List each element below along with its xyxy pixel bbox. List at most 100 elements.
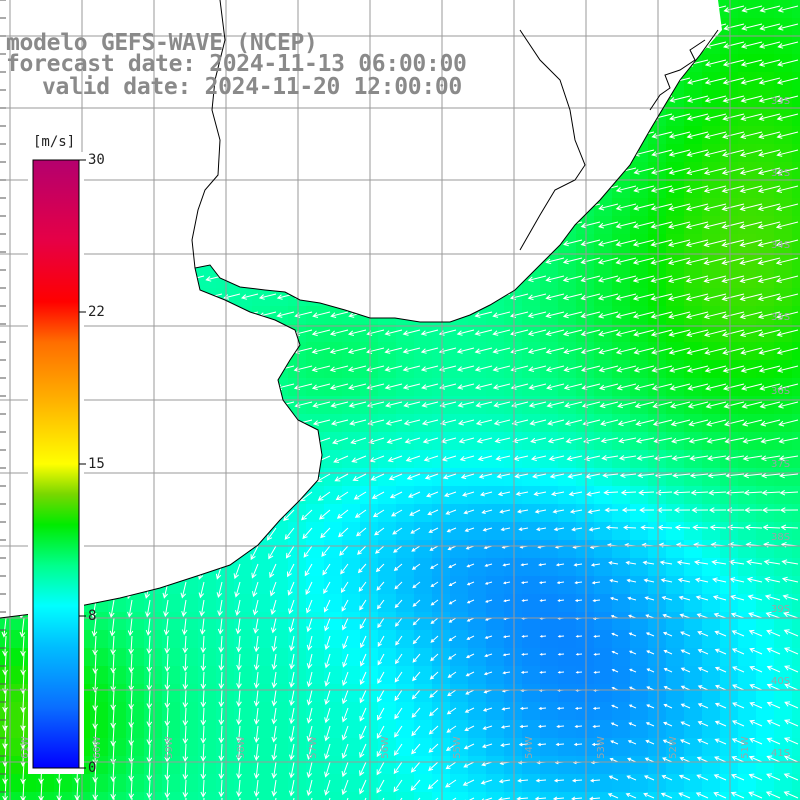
wind-arrow [311, 347, 331, 355]
wind-arrow [758, 329, 781, 337]
wind-arrow [527, 329, 547, 337]
wind-arrow [628, 632, 637, 637]
wind-arrow [412, 635, 421, 645]
lon-label-61w: 61W [19, 736, 31, 759]
wind-arrow [741, 5, 763, 13]
wind-arrow [713, 774, 727, 781]
wind-arrow [545, 257, 565, 265]
wind-arrow [474, 329, 493, 336]
wind-arrow [618, 437, 637, 444]
wind-arrow [182, 635, 189, 654]
wind-arrow [766, 683, 781, 691]
wind-arrow [92, 653, 99, 675]
wind-arrow [447, 653, 457, 660]
wind-arrow [776, 95, 799, 103]
wind-arrow [128, 725, 135, 746]
wind-arrow [669, 113, 691, 121]
wind-arrow [778, 455, 799, 461]
wind-arrow [2, 707, 8, 732]
wind-arrow [342, 617, 349, 631]
wind-arrow [679, 757, 691, 763]
lon-label-54w: 54W [523, 736, 535, 759]
wind-arrow [566, 455, 583, 462]
wind-arrow [627, 757, 637, 763]
wind-arrow [496, 473, 511, 479]
wind-arrow [546, 401, 565, 408]
wind-arrow [407, 491, 421, 498]
wind-arrow [351, 455, 367, 463]
wind-arrow [765, 611, 781, 619]
wind-arrow [615, 203, 637, 211]
lat-label-34s: 34S [771, 240, 791, 251]
wind-arrow [376, 725, 385, 739]
wind-arrow [742, 455, 763, 462]
wind-arrow [448, 599, 457, 605]
wind-arrow [492, 347, 511, 354]
wind-arrow [2, 725, 8, 750]
wind-arrow [110, 761, 117, 783]
wind-arrow [427, 779, 439, 790]
wind-arrow [456, 347, 475, 354]
wind-arrow [446, 707, 457, 715]
wind-arrow [164, 635, 171, 654]
wind-arrow [359, 779, 367, 795]
wind-arrow [758, 95, 781, 103]
wind-arrow [583, 437, 601, 444]
wind-arrow [235, 599, 241, 617]
wind-arrow [420, 347, 439, 354]
wind-arrow [784, 665, 799, 673]
wind-arrow [777, 5, 799, 13]
wind-arrow [529, 419, 547, 426]
wind-arrow [236, 653, 242, 671]
wind-arrow [350, 437, 367, 445]
wind-arrow [644, 596, 655, 601]
wind-arrow [457, 419, 475, 426]
wind-arrow [766, 737, 781, 745]
wind-arrow [633, 329, 655, 337]
wind-arrow [481, 743, 493, 749]
wind-arrow [376, 581, 385, 591]
wind-arrow [704, 149, 727, 157]
wind-arrow [669, 383, 691, 391]
wind-arrow [680, 667, 691, 673]
wind-arrow [620, 489, 637, 496]
wind-arrow [650, 203, 673, 211]
wind-arrow [739, 203, 763, 212]
wind-arrow [463, 743, 475, 750]
wind-arrow [650, 257, 673, 265]
wind-arrow [740, 41, 763, 49]
wind-arrow [757, 167, 781, 175]
wind-arrow [660, 792, 673, 799]
wind-arrow [652, 419, 673, 427]
wind-arrow [445, 743, 457, 752]
wind-arrow [678, 774, 691, 781]
wind-arrow [329, 329, 349, 336]
wind-arrow [592, 599, 601, 603]
wind-arrow [1, 617, 8, 638]
wind-arrow [749, 666, 763, 673]
wind-arrow [218, 689, 225, 708]
wind-arrow [775, 203, 799, 211]
wind-arrow [546, 383, 565, 390]
wind-arrow [360, 635, 367, 649]
wind-arrow [758, 347, 781, 355]
wind-arrow [633, 203, 655, 211]
wind-arrow [721, 293, 745, 302]
wind-arrow [766, 701, 781, 709]
wind-arrow [678, 595, 691, 601]
wind-arrow [740, 59, 763, 67]
wind-arrow [236, 761, 242, 780]
wind-arrow [723, 5, 745, 13]
wind-arrow [662, 757, 673, 763]
wind-arrow [732, 684, 745, 691]
wind-arrow [608, 561, 619, 565]
wind-arrow [674, 524, 691, 531]
wind-arrow [500, 527, 511, 532]
wind-arrow [447, 689, 457, 697]
land-mask [0, 0, 722, 618]
wind-arrow [270, 599, 277, 616]
wind-arrow [580, 239, 601, 247]
wind-arrow [778, 437, 799, 444]
wind-arrow [537, 742, 547, 747]
colorbar-gradient [32, 159, 80, 769]
